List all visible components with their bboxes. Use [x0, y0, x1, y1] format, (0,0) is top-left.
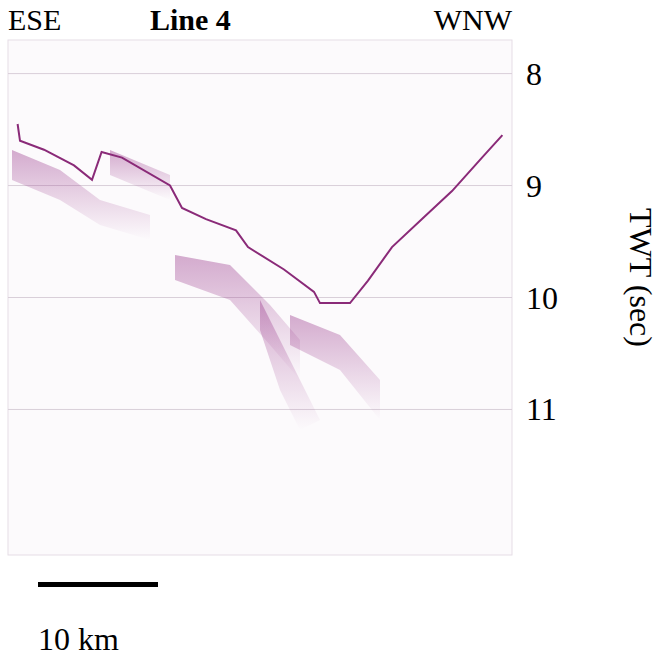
tick-label: 8 — [526, 56, 542, 92]
scale-bar — [38, 582, 158, 587]
panel — [8, 40, 512, 555]
direction-label: WNW — [434, 3, 513, 36]
plot-area — [8, 74, 512, 430]
scale-label: 10 km — [38, 621, 119, 657]
axis-title: TWT (sec) — [623, 208, 659, 347]
tick-label: 11 — [526, 391, 557, 427]
title: Line 4 — [150, 3, 231, 36]
grid-line — [8, 409, 512, 410]
grid-line — [8, 73, 512, 74]
tick-label: 10 — [526, 280, 558, 316]
reflector-band — [260, 300, 320, 430]
grid-line — [8, 185, 512, 186]
tick-label: 9 — [526, 168, 542, 204]
seafloor-line — [18, 124, 503, 303]
figure: ESE Line 4 WNW 8 9 10 11 TWT (sec) 10 km — [0, 0, 668, 668]
direction-label: ESE — [8, 3, 61, 36]
